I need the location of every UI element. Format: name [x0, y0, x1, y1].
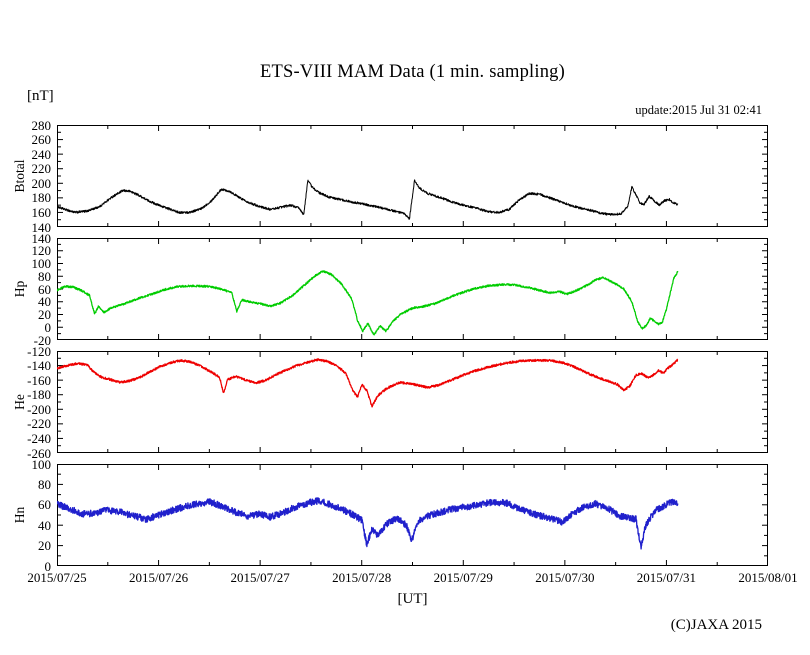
- ytick-label: 40: [38, 294, 51, 310]
- ytick-label: -140: [27, 358, 51, 374]
- ytick-label: 100: [31, 456, 52, 472]
- ytick-label: 140: [31, 230, 52, 246]
- ytick-label: -200: [27, 401, 51, 417]
- ytick-label: 280: [31, 117, 52, 133]
- ytick-label: -120: [27, 343, 51, 359]
- ytick-label: 120: [31, 243, 52, 259]
- xtick-label: 2015/07/27: [230, 570, 290, 585]
- panel-frame: [57, 125, 768, 227]
- trace-hn: [57, 497, 679, 550]
- x-axis-label: [UT]: [397, 591, 428, 607]
- ytick-label: -220: [27, 416, 51, 432]
- ytick-label: -240: [27, 430, 51, 446]
- ytick-label: -160: [27, 372, 51, 388]
- xtick-label: 2015/07/28: [332, 570, 392, 585]
- xtick-label: 2015/08/01: [738, 570, 798, 585]
- ytick-label: 60: [38, 281, 51, 297]
- ytick-label: 60: [38, 497, 51, 513]
- panel-hn: [57, 464, 768, 566]
- ytick-label: 0: [44, 558, 52, 574]
- ytick-label: 80: [38, 476, 51, 492]
- ytick-label: 240: [31, 146, 52, 162]
- ytick-label: 260: [31, 132, 52, 148]
- ytick-label: 40: [38, 517, 51, 533]
- ytick-label: 20: [38, 538, 51, 554]
- ytick-label: -180: [27, 387, 51, 403]
- panel-btotal: [57, 125, 768, 227]
- panel-he: [57, 351, 768, 453]
- ytick-label: 80: [38, 268, 51, 284]
- ytick-label: 180: [31, 190, 52, 206]
- panel-frame: [57, 464, 768, 566]
- trace-he: [57, 358, 679, 408]
- ytick-label: 20: [38, 307, 51, 322]
- chart-title: ETS-VIII MAM Data (1 min. sampling): [259, 62, 565, 82]
- ytick-label: -20: [33, 332, 51, 348]
- xtick-label: 2015/07/30: [535, 570, 595, 585]
- ytick-label: 100: [31, 256, 52, 271]
- ytick-label: 140: [31, 219, 52, 235]
- xtick-label: 2015/07/31: [636, 570, 697, 585]
- xtick-label: 2015/07/26: [128, 570, 189, 585]
- xtick-label: 2015/07/25: [27, 570, 87, 585]
- ytick-label: 200: [31, 175, 52, 191]
- ytick-label: -260: [27, 445, 51, 461]
- y-unit-label: [nT]: [27, 88, 54, 104]
- panel-hp: [57, 238, 768, 340]
- ytick-label: 220: [31, 161, 52, 177]
- xtick-label: 2015/07/29: [433, 570, 493, 585]
- update-timestamp: update:2015 Jul 31 02:41: [635, 103, 762, 117]
- ytick-label: 0: [44, 319, 52, 335]
- copyright: (C)JAXA 2015: [670, 617, 762, 633]
- panel-frame: [57, 351, 768, 453]
- trace-hp: [57, 270, 679, 336]
- ytick-label: 160: [31, 204, 52, 220]
- trace-btotal: [57, 179, 679, 220]
